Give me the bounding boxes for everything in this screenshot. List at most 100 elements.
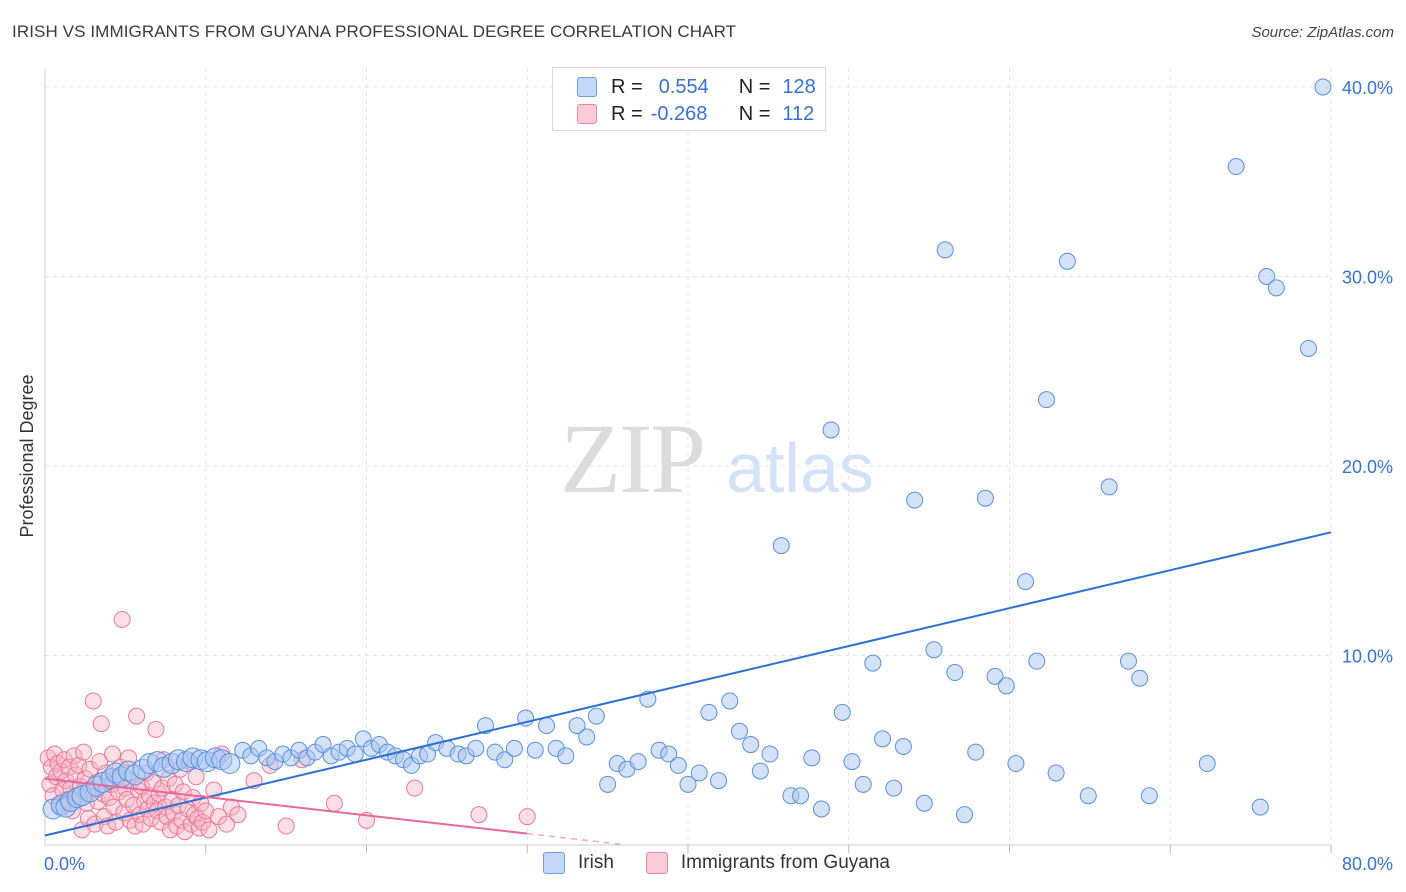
data-point-irish (1079, 787, 1097, 805)
data-point-irish (761, 745, 779, 763)
data-point-guyana (218, 815, 236, 833)
data-point-irish (915, 794, 933, 812)
legend-swatch-irish (543, 852, 565, 874)
data-point-irish (946, 664, 964, 682)
data-point-irish (730, 722, 748, 740)
axes (44, 68, 1332, 853)
data-point-irish (1037, 391, 1055, 409)
data-point-irish (772, 537, 790, 555)
data-point-guyana (229, 806, 247, 824)
data-point-irish (1100, 478, 1118, 496)
data-point-irish (526, 741, 544, 759)
data-point-guyana (128, 707, 146, 725)
data-point-guyana (105, 798, 123, 816)
legend-swatch-guyana (645, 852, 668, 874)
data-point-irish (690, 764, 708, 782)
data-point-guyana (52, 762, 70, 780)
data-point-irish (710, 772, 728, 790)
tick-labels: 10.0% 20.0% 30.0% 40.0% 0.0% 80.0% (44, 78, 1393, 874)
watermark-atlas: atlas (726, 429, 874, 507)
legend-r-value: 0.554 (658, 75, 709, 98)
data-point-irish (792, 787, 810, 805)
series-legend: Irish Immigrants from Guyana (543, 852, 922, 874)
data-point-irish (1047, 764, 1065, 782)
watermark-zip: ZIP (560, 403, 704, 514)
y-tick-label: 10.0% (1342, 646, 1393, 666)
data-point-irish (1227, 158, 1245, 176)
data-point-irish (1007, 755, 1025, 773)
data-point-irish (557, 747, 575, 765)
data-point-irish (1131, 669, 1149, 687)
legend-item-guyana[interactable]: Immigrants from Guyana (645, 852, 890, 874)
legend-label-guyana: Immigrants from Guyana (680, 852, 890, 873)
data-point-irish (906, 491, 924, 509)
legend-n-value: 128 (782, 75, 816, 98)
data-point-guyana (406, 779, 424, 797)
data-point-guyana (92, 715, 110, 733)
data-point-irish (1314, 78, 1332, 96)
data-point-irish (1058, 252, 1076, 270)
data-point-irish (1140, 787, 1158, 805)
legend-swatch-guyana (577, 104, 597, 124)
data-point-irish (803, 749, 821, 767)
chart-title: IRISH VS IMMIGRANTS FROM GUYANA PROFESSI… (12, 22, 737, 41)
data-point-irish (568, 717, 586, 735)
trendline-guyana-extension (527, 832, 624, 846)
data-point-irish (1299, 339, 1317, 357)
data-point-irish (346, 745, 364, 763)
data-point-guyana (75, 743, 93, 761)
legend-item-irish[interactable]: Irish (543, 852, 614, 874)
data-point-irish (476, 717, 494, 735)
data-point-irish (1251, 798, 1269, 816)
data-point-irish (812, 800, 830, 818)
data-point-irish (742, 736, 760, 754)
x-tick-label: 80.0% (1342, 854, 1393, 874)
data-point-irish (219, 753, 241, 775)
data-point-irish (1267, 279, 1285, 297)
legend-row-irish: R = 0.554 N = 128 (577, 74, 816, 100)
data-point-guyana (470, 806, 488, 824)
data-point-irish (467, 739, 485, 757)
data-point-irish (833, 703, 851, 721)
data-point-irish (629, 753, 647, 771)
data-point-irish (538, 717, 556, 735)
data-point-guyana (277, 817, 295, 835)
data-point-guyana (104, 745, 122, 763)
data-point-irish (599, 775, 617, 793)
data-point-guyana (147, 720, 165, 738)
data-point-irish (997, 677, 1015, 695)
legend-n-label: N = (738, 75, 771, 98)
data-point-irish (505, 739, 523, 757)
trendline-guyana (44, 777, 528, 835)
source-label: Source: ZipAtlas.com (1251, 24, 1394, 41)
data-point-irish (967, 743, 985, 761)
data-point-irish (587, 707, 605, 725)
data-point-guyana (518, 808, 536, 826)
data-point-irish (751, 762, 769, 780)
data-point-guyana (200, 821, 218, 839)
legend-r-label: R = (611, 75, 643, 98)
data-point-irish (1119, 652, 1137, 670)
legend-n-label: N = (738, 102, 771, 125)
y-tick-label: 40.0% (1342, 78, 1393, 98)
trendlines (44, 531, 1332, 846)
data-point-irish (885, 779, 903, 797)
legend-row-guyana: R = -0.268 N = 112 (577, 101, 814, 127)
series-irish-points (42, 78, 1332, 824)
data-point-irish (925, 641, 943, 659)
legend-label-irish: Irish (578, 852, 614, 873)
data-point-irish (660, 745, 678, 763)
y-tick-label: 30.0% (1342, 267, 1393, 287)
watermark: ZIP atlas (560, 403, 874, 514)
data-point-irish (700, 703, 718, 721)
y-axis-label: Professional Degree (17, 374, 37, 537)
legend-r-value: -0.268 (650, 102, 708, 125)
data-point-guyana (325, 794, 343, 812)
data-point-guyana (174, 783, 192, 801)
data-point-irish (1258, 267, 1276, 285)
data-point-guyana (46, 745, 64, 763)
legend-swatch-irish (577, 77, 597, 97)
data-point-irish (986, 667, 1004, 685)
data-point-irish (721, 692, 739, 710)
